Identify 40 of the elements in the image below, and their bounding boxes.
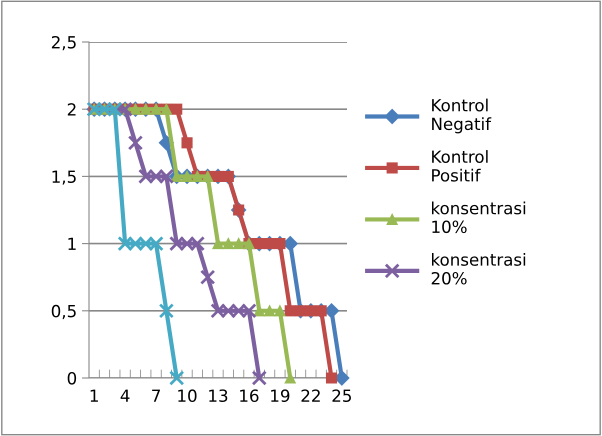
x-tick-label: 22 — [301, 389, 320, 402]
point — [264, 238, 276, 250]
point — [169, 370, 184, 386]
y-tick-label: 2 — [68, 103, 76, 116]
point — [274, 305, 286, 316]
point — [181, 137, 193, 148]
legend-label: Kontrol Negatif — [432, 98, 492, 134]
point — [264, 305, 276, 316]
point — [295, 305, 306, 316]
point — [222, 170, 234, 182]
point — [233, 238, 244, 250]
y-tick-label: 0,5 — [52, 304, 76, 320]
y-tick-label: 1 — [68, 238, 76, 250]
point — [252, 370, 267, 386]
point — [274, 238, 286, 250]
point — [284, 305, 296, 316]
point — [316, 305, 327, 316]
point — [254, 238, 265, 250]
y-tick-label: 2,5 — [52, 36, 76, 50]
x-tick-label: 25 — [332, 389, 351, 402]
point — [158, 303, 174, 318]
point — [212, 170, 224, 182]
legend-label: Kontrol Positif — [432, 150, 488, 182]
y-tick-label: 1,5 — [52, 170, 76, 185]
x-tick-label: 19 — [271, 389, 290, 402]
legend-label: konsentrasi 10% — [432, 202, 526, 234]
legend-label: konsentrasi 20% — [432, 252, 526, 285]
point — [171, 104, 182, 115]
point — [326, 372, 338, 384]
x-tick-label: 13 — [209, 389, 228, 402]
x-tick-label: 1 — [90, 390, 98, 402]
x-tick-label: 4 — [120, 390, 130, 402]
point — [128, 135, 144, 150]
x-tick-label: 10 — [178, 389, 197, 402]
x-tick-label: 16 — [240, 389, 259, 402]
point — [305, 305, 316, 316]
x-tick-label: 7 — [152, 390, 160, 402]
y-tick-label: 0 — [68, 372, 76, 385]
point — [222, 238, 234, 250]
point — [200, 270, 216, 285]
